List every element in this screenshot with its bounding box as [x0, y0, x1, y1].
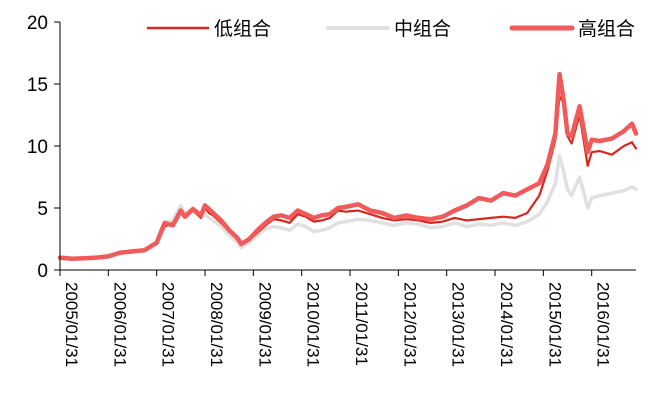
legend-label-0: 低组合 [214, 18, 271, 40]
x-tick-label: 2013/01/31 [449, 282, 468, 367]
x-tick-label: 2006/01/31 [110, 282, 129, 367]
y-tick-label: 10 [27, 137, 48, 158]
series-line-2 [57, 71, 639, 262]
legend-label-2: 高组合 [578, 18, 635, 40]
x-tick-label: 2010/01/31 [304, 282, 323, 367]
y-tick-label: 15 [27, 75, 48, 96]
x-tick-label: 2008/01/31 [207, 282, 226, 367]
legend: 低组合 中组合 高组合 [146, 18, 635, 40]
series-lines [57, 71, 639, 262]
series-line-1 [58, 154, 638, 261]
series-line-0 [58, 95, 638, 260]
x-tick-label: 2005/01/31 [62, 282, 81, 367]
x-tick-label: 2014/01/31 [497, 282, 516, 367]
y-axis-ticks: 0 5 10 15 20 [27, 13, 60, 282]
x-tick-label: 2016/01/31 [594, 282, 613, 367]
y-tick-label: 20 [27, 13, 48, 34]
x-tick-label: 2011/01/31 [352, 282, 371, 366]
x-tick-label: 2015/01/31 [545, 282, 564, 367]
y-tick-label: 0 [37, 261, 48, 282]
x-axis-ticks: 2005/01/31 2006/01/31 2007/01/31 2008/01/31… [59, 270, 613, 367]
x-tick-label: 2012/01/31 [400, 282, 419, 367]
legend-label-1: 中组合 [394, 18, 451, 40]
x-tick-label: 2009/01/31 [255, 282, 274, 367]
y-tick-label: 5 [37, 199, 48, 220]
x-tick-label: 2007/01/31 [159, 282, 178, 367]
